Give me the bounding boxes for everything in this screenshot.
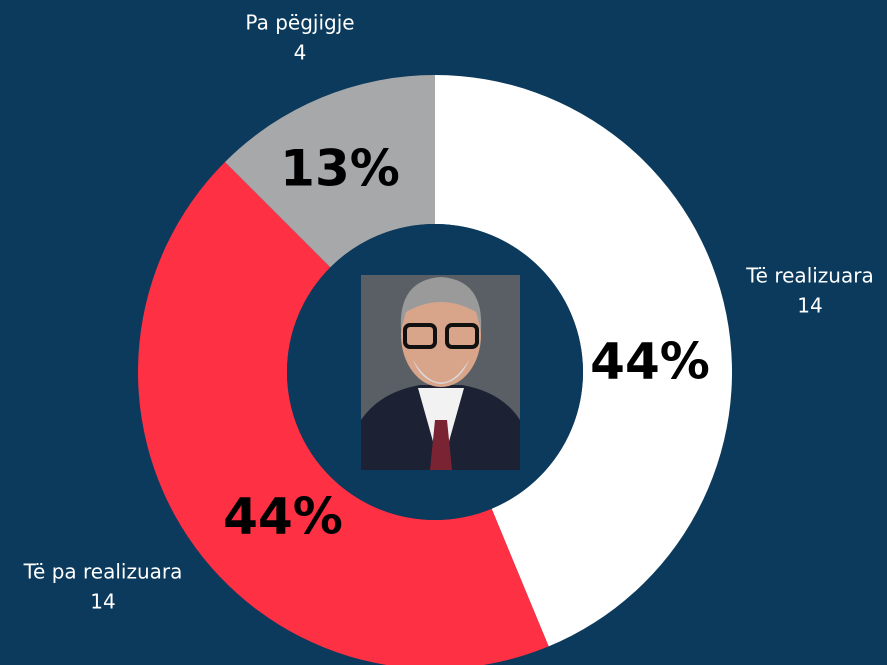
percent-label: 13% [280,140,400,198]
count-label: 14 [797,294,822,318]
portrait [361,275,520,470]
category-label: Pa pëgjigje [245,11,354,35]
category-label: Të pa realizuara [23,560,183,584]
count-label: 14 [90,590,115,614]
percent-label: 44% [223,488,343,546]
category-label: Të realizuara [745,264,873,288]
count-label: 4 [294,41,307,65]
percent-label: 44% [590,333,710,391]
chart: Të realizuara 14 44% Të pa realizuara 14 44% P… [0,0,887,665]
page: {"chart_data": {"type": "donut", "catego… [0,0,887,665]
